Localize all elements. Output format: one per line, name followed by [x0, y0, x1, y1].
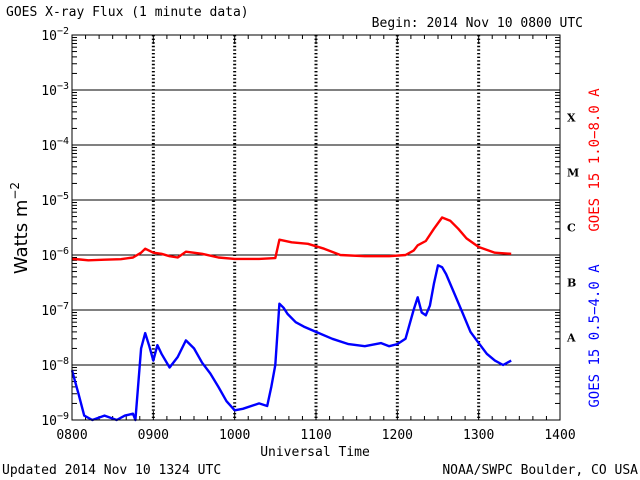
- y-tick-label: 10−9: [41, 411, 69, 429]
- series-line-1: [71, 216, 512, 262]
- grid-layer: [72, 35, 560, 420]
- footer-updated: Updated 2014 Nov 10 1324 UTC: [2, 463, 221, 478]
- legend-label-1: GOES 15 1.0−8.0 A: [587, 88, 603, 232]
- series-layer: [70, 216, 512, 422]
- y-tick-label: 10−3: [41, 81, 69, 99]
- x-tick-label: 1000: [219, 428, 250, 443]
- y-tick-label: 10−2: [41, 26, 69, 44]
- x-tick-label: 0800: [56, 428, 87, 443]
- text-layer: GOES X-ray Flux (1 minute data) Begin: 2…: [2, 5, 638, 478]
- chart-title: GOES X-ray Flux (1 minute data): [6, 5, 249, 20]
- flare-class-label: M: [567, 167, 579, 180]
- x-tick-label: 1400: [544, 428, 575, 443]
- frame-layer: [71, 34, 561, 421]
- x-tick-label: 1200: [382, 428, 413, 443]
- x-tick-label: 1100: [300, 428, 331, 443]
- flare-class-label: B: [567, 277, 576, 290]
- series-line-2: [70, 264, 512, 422]
- flare-class-label: X: [567, 112, 576, 125]
- y-axis-label: Watts m−2: [8, 182, 32, 274]
- plot-frame: [71, 34, 561, 421]
- flare-class-label: A: [566, 332, 576, 345]
- flare-class-label: C: [567, 222, 576, 235]
- footer-credit: NOAA/SWPC Boulder, CO USA: [442, 463, 638, 478]
- x-tick-label: 0900: [138, 428, 169, 443]
- begin-label: Begin: 2014 Nov 10 0800 UTC: [372, 16, 583, 31]
- y-tick-label: 10−6: [41, 246, 69, 264]
- y-tick-label: 10−7: [41, 301, 69, 319]
- legend-label-2: GOES 15 0.5−4.0 A: [587, 264, 603, 408]
- y-tick-label: 10−4: [41, 136, 69, 154]
- y-tick-label: 10−8: [41, 356, 69, 374]
- y-tick-label: 10−5: [41, 191, 69, 209]
- x-axis-label: Universal Time: [260, 445, 370, 460]
- x-tick-label: 1300: [463, 428, 494, 443]
